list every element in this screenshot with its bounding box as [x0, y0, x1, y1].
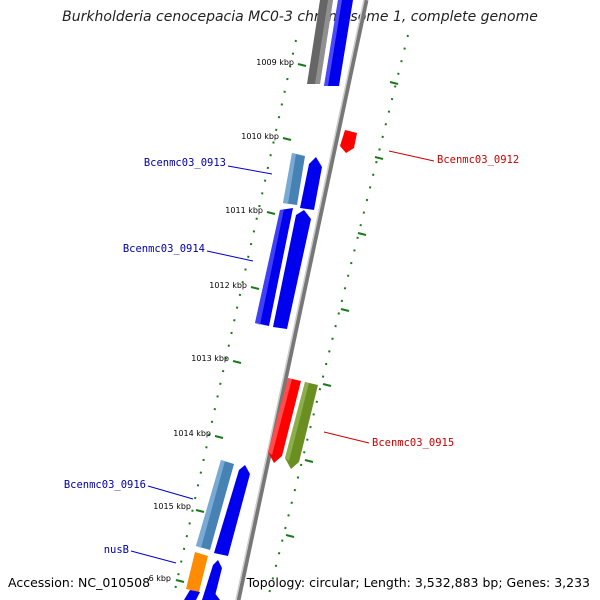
gene-label-bcenmc03-0916[interactable]: Bcenmc03_0916	[64, 479, 146, 491]
gene-label-bcenmc03-0915[interactable]: Bcenmc03_0915	[372, 437, 454, 449]
gene-label-bcenmc03-0914[interactable]: Bcenmc03_0914	[123, 243, 205, 255]
gene-label-bcenmc03-0913[interactable]: Bcenmc03_0913	[144, 157, 226, 169]
accession-text: Accession: NC_010508	[8, 575, 151, 590]
backbone-highlight	[235, 0, 365, 600]
gene-olive[interactable]	[285, 382, 318, 469]
tick-label-1009: 1009 kbp	[256, 58, 294, 67]
kbp-ticks	[175, 63, 399, 583]
gene-blue-0914b[interactable]	[273, 210, 311, 329]
gene-bcenmc03-0915-red[interactable]	[268, 378, 301, 463]
gene-bcenmc03-0912[interactable]	[340, 130, 357, 153]
inner-dotted-ring	[174, 39, 297, 591]
gene-nusb[interactable]	[186, 552, 208, 592]
label-leaders	[130, 150, 435, 564]
tick-label-1011: 1011 kbp	[225, 206, 263, 215]
tick-label-1013: 1013 kbp	[191, 354, 229, 363]
gene-label-bcenmc03-0912[interactable]: Bcenmc03_0912	[437, 154, 519, 166]
tick-label-1016: 6 kbp	[149, 574, 171, 583]
tick-label-1012: 1012 kbp	[209, 281, 247, 290]
gene-blue-0913b[interactable]	[300, 157, 322, 210]
map-title: Burkholderia cenocepacia MC0-3 chromosom…	[62, 9, 538, 25]
genome-backbone	[235, 0, 369, 600]
forward-genes	[184, 0, 353, 600]
gene-label-nusb[interactable]: nusB	[104, 544, 129, 556]
gene-blue-bottom[interactable]	[202, 560, 222, 600]
reverse-genes	[268, 130, 357, 469]
tick-label-1015: 1015 kbp	[153, 502, 191, 511]
tick-label-1014: 1014 kbp	[173, 429, 211, 438]
gene-blue-0916b[interactable]	[214, 465, 250, 556]
tick-label-1010: 1010 kbp	[241, 132, 279, 141]
topology-text: Topology: circular; Length: 3,532,883 bp…	[246, 575, 590, 590]
